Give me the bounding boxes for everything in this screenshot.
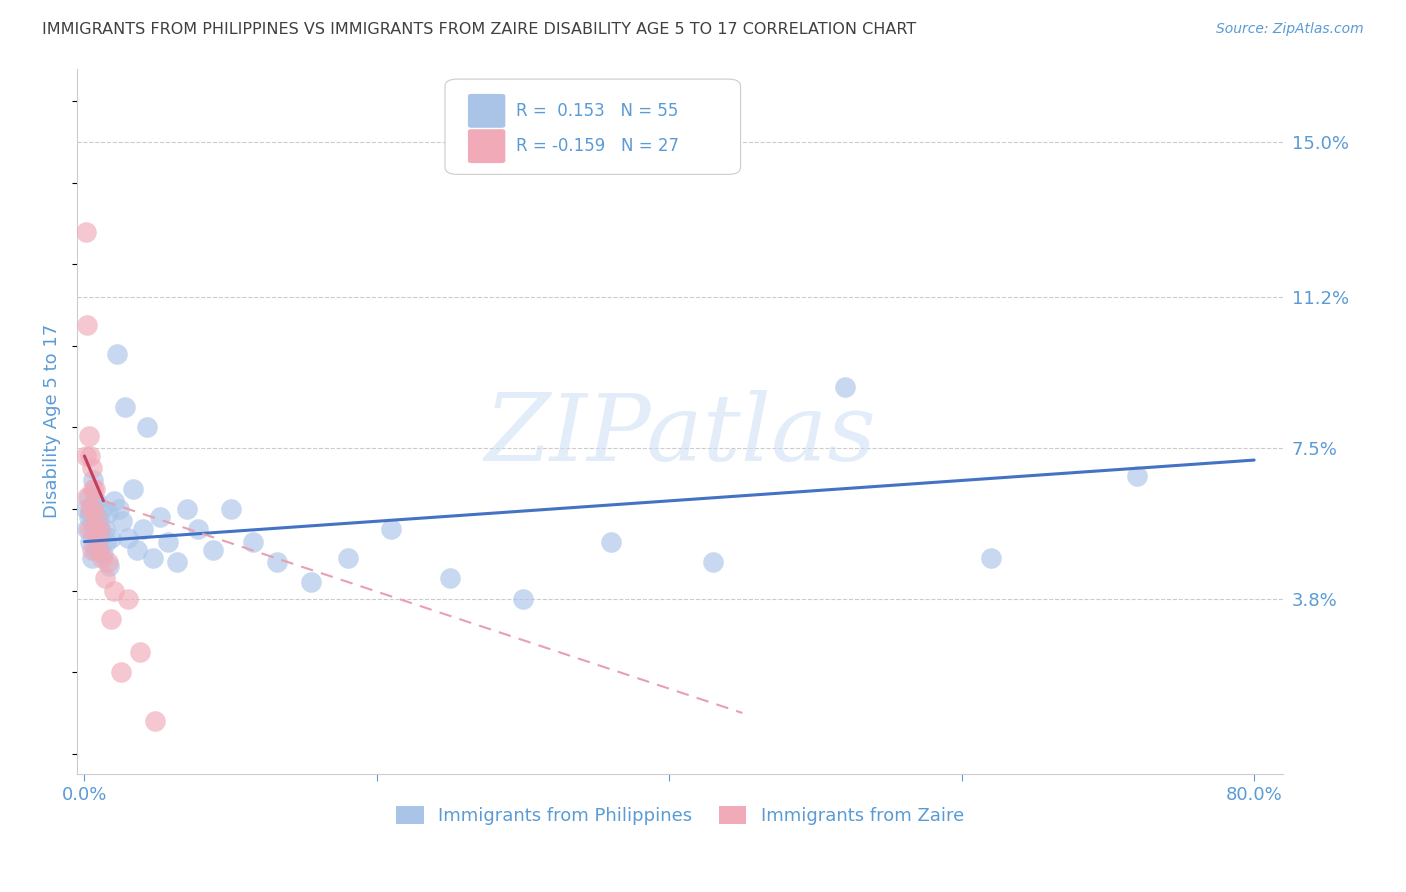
Point [105,347,128,361]
Point [79,506,101,520]
Point [834,379,856,393]
Point [143,714,166,728]
Text: R =  0.153   N = 55: R = 0.153 N = 55 [516,102,679,120]
Point [97,555,120,569]
Point [166,555,188,569]
Point [94,523,117,537]
Point [380,523,402,537]
FancyBboxPatch shape [468,94,505,128]
Point [149,510,172,524]
Point [76,490,98,504]
Point [89,523,111,537]
Point [76,318,98,333]
Point [75,502,97,516]
Text: Source: ZipAtlas.com: Source: ZipAtlas.com [1216,22,1364,37]
Point [599,534,621,549]
Point [156,534,179,549]
Point [75,225,97,239]
Point [80,542,103,557]
Y-axis label: Disability Age 5 to 17: Disability Age 5 to 17 [44,324,60,518]
Point [80,498,103,512]
Point [125,542,148,557]
Point [82,502,104,516]
Point [129,645,152,659]
Point [132,523,155,537]
Point [94,571,117,585]
Point [91,551,114,566]
Point [75,449,97,463]
Point [242,534,264,549]
Point [79,449,101,463]
Text: ZIPatlas: ZIPatlas [484,391,876,481]
Point [98,559,121,574]
Point [83,542,105,557]
Point [114,400,136,414]
Point [142,551,165,566]
Point [86,531,108,545]
Point [512,591,534,606]
Point [84,518,107,533]
Point [93,547,115,561]
Point [702,555,724,569]
Point [82,523,104,537]
Point [103,493,125,508]
Point [87,510,110,524]
Point [176,502,198,516]
Point [1126,469,1149,483]
Text: IMMIGRANTS FROM PHILIPPINES VS IMMIGRANTS FROM ZAIRE DISABILITY AGE 5 TO 17 CORR: IMMIGRANTS FROM PHILIPPINES VS IMMIGRANT… [42,22,917,37]
Point [82,474,104,488]
Point [86,534,108,549]
Point [83,523,105,537]
Point [77,428,100,442]
Point [87,542,110,557]
Point [439,571,461,585]
Point [219,502,242,516]
Point [108,502,131,516]
Point [77,523,100,537]
Point [84,510,107,524]
Point [299,575,322,590]
Point [110,665,132,680]
Point [91,502,114,516]
Point [980,551,1002,566]
Point [136,420,159,434]
FancyBboxPatch shape [446,79,741,174]
Point [76,523,98,537]
Point [336,551,359,566]
FancyBboxPatch shape [468,129,505,163]
Point [79,502,101,516]
Point [83,482,105,496]
Point [84,493,107,508]
Point [121,482,143,496]
Point [117,591,139,606]
Point [77,510,100,524]
Point [97,506,120,520]
Point [87,542,110,557]
Point [266,555,288,569]
Point [100,531,122,545]
Point [111,514,134,528]
Point [96,534,118,549]
Text: R = -0.159   N = 27: R = -0.159 N = 27 [516,137,679,155]
Point [80,551,103,566]
Point [187,523,209,537]
Point [89,523,111,537]
Legend: Immigrants from Philippines, Immigrants from Zaire: Immigrants from Philippines, Immigrants … [396,805,965,825]
Point [82,482,104,496]
Point [100,612,122,626]
Point [77,490,100,504]
Point [117,531,139,545]
Point [79,534,101,549]
Point [83,510,105,524]
Point [202,542,225,557]
Point [80,461,103,475]
Point [103,583,125,598]
